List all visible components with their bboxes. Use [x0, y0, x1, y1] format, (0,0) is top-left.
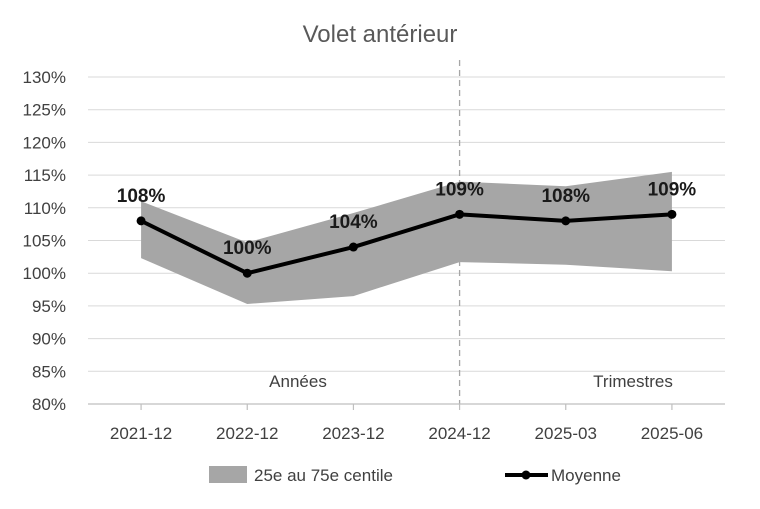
y-tick-label: 85%	[32, 362, 66, 381]
band-area	[141, 171, 672, 304]
data-label: 100%	[223, 238, 272, 259]
axes	[88, 403, 725, 410]
data-labels: 108% 100% 104% 109% 108% 109%	[117, 179, 697, 259]
annotation-annees: Années	[269, 372, 327, 391]
y-tick-label: 110%	[24, 199, 66, 218]
y-tick-label: 105%	[23, 232, 66, 251]
percentile-band	[141, 171, 672, 304]
data-point	[348, 242, 358, 252]
data-label: 108%	[117, 186, 166, 207]
legend-band-swatch	[209, 466, 247, 483]
y-tick-label: 115%	[24, 166, 66, 185]
data-label: 108%	[541, 186, 590, 207]
y-tick-label: 80%	[32, 395, 66, 414]
y-tick-label: 90%	[32, 330, 66, 349]
x-tick-label: 2021-12	[110, 424, 172, 443]
x-tick-label: 2025-06	[641, 424, 703, 443]
x-tick-label: 2024-12	[428, 424, 490, 443]
data-point	[561, 216, 571, 226]
y-tick-label: 130%	[23, 68, 66, 87]
data-point	[136, 216, 146, 226]
legend: 25e au 75e centile Moyenne	[209, 466, 621, 485]
data-point	[455, 209, 465, 219]
data-label: 104%	[329, 212, 378, 233]
x-tick-label: 2023-12	[322, 424, 384, 443]
y-tick-label: 125%	[23, 101, 66, 120]
chart-title: Volet antérieur	[303, 21, 458, 48]
average-line	[136, 209, 677, 278]
x-tick-label: 2025-03	[535, 424, 597, 443]
legend-line-marker	[521, 470, 531, 480]
x-tick-labels: 2021-12 2022-12 2023-12 2024-12 2025-03 2025-…	[110, 424, 703, 443]
y-tick-label: 95%	[32, 297, 66, 316]
data-point	[667, 209, 677, 219]
y-tick-label: 100%	[23, 264, 66, 283]
y-tick-label: 120%	[23, 133, 66, 152]
annotation-trimestres: Trimestres	[593, 372, 673, 391]
y-tick-labels: 130% 125% 120% 115% 110% 105% 100% 95% 90% 85% 80%	[23, 68, 66, 414]
series-line-moyenne	[140, 212, 673, 276]
data-label: 109%	[435, 179, 484, 200]
legend-line-label: Moyenne	[551, 466, 621, 485]
legend-band-label: 25e au 75e centile	[254, 466, 393, 485]
data-point	[242, 268, 252, 278]
x-tick-label: 2022-12	[216, 424, 278, 443]
data-label: 109%	[648, 179, 697, 200]
